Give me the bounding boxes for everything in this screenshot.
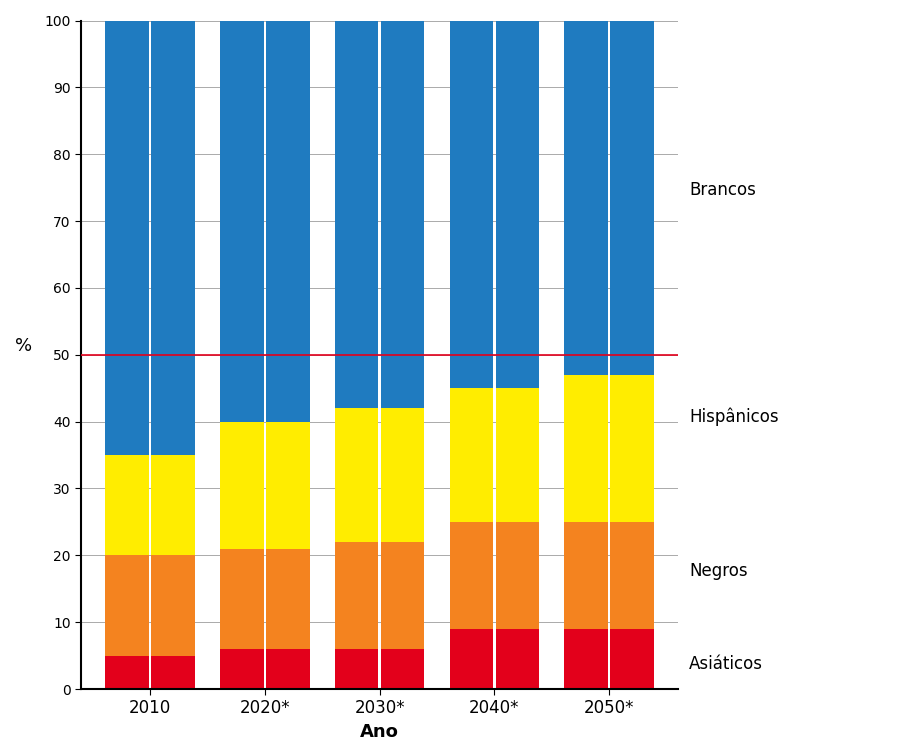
Bar — [381, 649, 424, 689]
Bar — [220, 422, 263, 549]
Bar — [220, 649, 263, 689]
Bar — [449, 629, 493, 689]
Bar — [611, 20, 654, 375]
Bar — [335, 649, 379, 689]
Bar — [106, 556, 149, 655]
Bar — [495, 388, 539, 522]
Bar — [449, 522, 493, 629]
Bar — [565, 522, 608, 629]
Bar — [220, 549, 263, 649]
Bar — [381, 542, 424, 649]
Bar — [266, 20, 309, 422]
Y-axis label: %: % — [15, 336, 32, 355]
Bar — [220, 20, 263, 422]
Bar — [381, 408, 424, 542]
Bar — [449, 20, 493, 388]
Bar — [152, 20, 195, 455]
X-axis label: Ano: Ano — [360, 723, 399, 741]
Bar — [611, 375, 654, 522]
Bar — [611, 629, 654, 689]
Bar — [565, 629, 608, 689]
Bar — [335, 20, 379, 408]
Bar — [495, 522, 539, 629]
Bar — [106, 655, 149, 689]
Bar — [106, 20, 149, 455]
Bar — [152, 655, 195, 689]
Bar — [266, 549, 309, 649]
Bar — [449, 388, 493, 522]
Bar — [495, 629, 539, 689]
Bar — [381, 20, 424, 408]
Bar — [152, 556, 195, 655]
Bar — [106, 455, 149, 556]
Bar — [152, 455, 195, 556]
Bar — [266, 649, 309, 689]
Bar — [565, 375, 608, 522]
Bar — [266, 422, 309, 549]
Bar — [611, 522, 654, 629]
Bar — [565, 20, 608, 375]
Bar — [495, 20, 539, 388]
Bar — [335, 542, 379, 649]
Bar — [335, 408, 379, 542]
